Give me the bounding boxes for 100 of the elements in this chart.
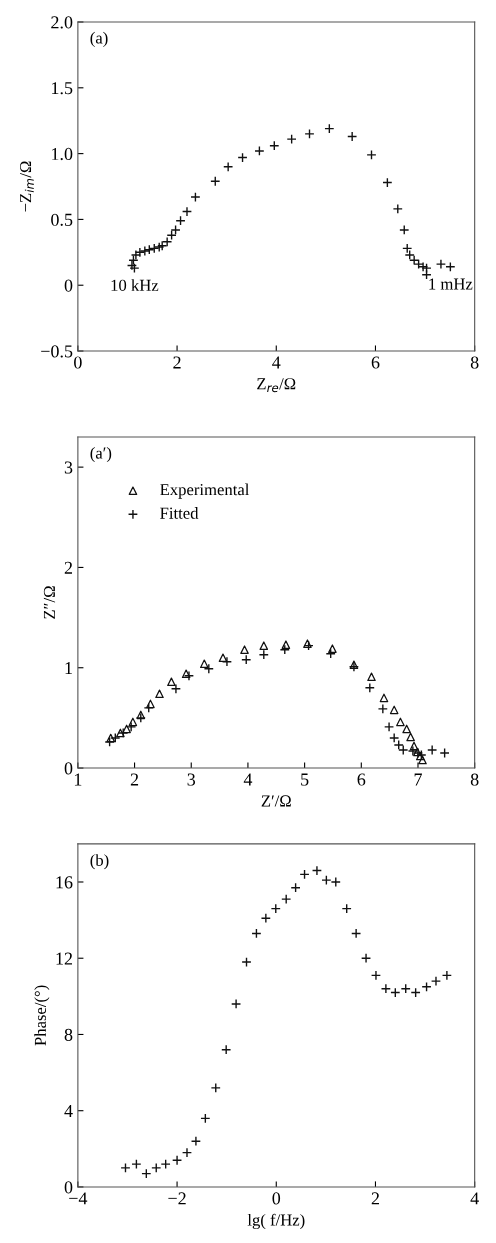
point (126, 721, 137, 733)
y-tick-label: 2 (64, 561, 73, 574)
x-tick-label: 1 (74, 773, 82, 786)
point (402, 724, 411, 734)
point (321, 874, 332, 886)
point (407, 745, 418, 757)
point (413, 259, 424, 270)
point (380, 983, 391, 994)
legend-label: Experimental (160, 483, 250, 499)
x-tick-label: 5 (301, 773, 309, 786)
x-tick-label: 2 (173, 356, 181, 369)
annotation: (b) (90, 854, 109, 870)
x-tick-label: 0 (272, 1192, 281, 1205)
point (330, 876, 341, 888)
point (131, 1158, 142, 1170)
x-axis-title: lg( f/Hz) (247, 1213, 305, 1230)
point (435, 259, 447, 270)
y-axis-title: −Z$_{im}$/Ω (19, 161, 34, 212)
y-tick-label: 16 (56, 876, 73, 889)
x-tick-label: 3 (187, 773, 196, 786)
point (181, 1147, 193, 1158)
x-tick-label: 6 (371, 356, 380, 369)
x-tick-label: 0 (74, 356, 82, 369)
point (106, 733, 116, 743)
point (240, 645, 249, 654)
point (231, 998, 242, 1010)
point (351, 928, 362, 939)
point (392, 203, 403, 214)
point (120, 1162, 131, 1173)
point (223, 161, 234, 172)
point (203, 663, 214, 674)
point (409, 741, 419, 751)
point (170, 683, 182, 694)
point (399, 224, 410, 236)
y-tick-label: 0 (64, 1181, 73, 1194)
y-tick-label: −0.5 (41, 345, 73, 358)
point (210, 1082, 221, 1093)
y-tick-label: 8 (64, 1028, 73, 1041)
y-tick-label: 2.0 (51, 16, 73, 29)
point (181, 669, 191, 679)
point (404, 249, 415, 261)
point (379, 693, 389, 703)
point (190, 1136, 202, 1147)
point (370, 970, 382, 981)
point (421, 981, 432, 992)
point (190, 191, 201, 203)
point (304, 128, 315, 139)
x-axis-title: Z′/Ω (261, 795, 291, 807)
point (439, 747, 450, 759)
point (406, 732, 415, 742)
point (281, 894, 292, 905)
legend-label: Fitted (160, 507, 199, 519)
x-tick-label: 7 (414, 773, 422, 786)
point (367, 672, 376, 682)
point (347, 131, 358, 142)
point (143, 702, 154, 713)
annotation: (a) (90, 31, 108, 47)
x-tick-label: 2 (130, 773, 139, 786)
point (328, 644, 337, 653)
x-tick-label: 4 (272, 356, 281, 369)
point (160, 1158, 171, 1170)
point (366, 149, 377, 161)
x-axis-title: Z$_{re}$/Ω (257, 378, 296, 393)
point (254, 145, 265, 157)
point (241, 956, 252, 968)
x-tick-label: 6 (357, 773, 366, 786)
point (427, 744, 438, 756)
point (286, 134, 297, 145)
x-tick-label: 4 (243, 773, 253, 786)
y-tick-label: 0.5 (51, 213, 73, 226)
y-tick-label: 4 (64, 1105, 73, 1117)
x-tick-label: −2 (168, 1192, 186, 1205)
annotation: 1 mHz (429, 278, 473, 290)
y-tick-label: 3 (64, 461, 73, 474)
point (389, 705, 399, 715)
y-tick-label: 12 (56, 952, 73, 965)
x-tick-label: 4 (470, 1192, 479, 1205)
y-tick-label: 0 (64, 762, 73, 775)
annotation: 10 kHz (111, 279, 159, 291)
point (409, 255, 420, 266)
point (393, 739, 404, 751)
point (218, 653, 228, 663)
point (441, 970, 452, 981)
point (199, 659, 209, 669)
y-axis-title: Phase/(°) (34, 985, 50, 1046)
point (146, 699, 155, 709)
point (389, 732, 400, 744)
point (128, 717, 138, 727)
point (259, 641, 269, 650)
y-tick-label: 1.0 (52, 147, 73, 161)
point (260, 913, 271, 924)
y-tick-label: 0 (64, 279, 73, 292)
y-tick-label: 1 (65, 662, 72, 675)
point (155, 689, 164, 699)
point (430, 976, 442, 987)
point (183, 670, 195, 681)
x-tick-label: 8 (470, 356, 479, 369)
y-tick-label: 1.5 (52, 82, 73, 95)
point (398, 744, 409, 756)
point (116, 728, 125, 738)
